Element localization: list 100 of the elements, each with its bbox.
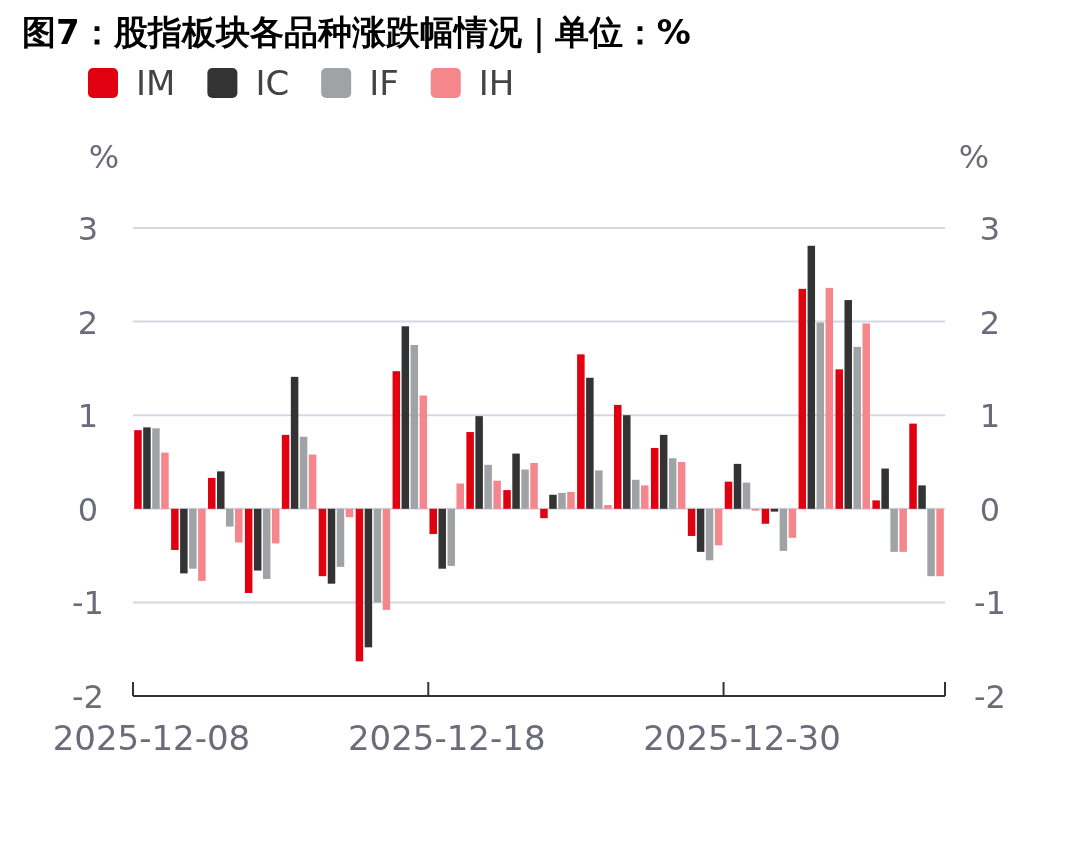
bar: [632, 479, 640, 509]
bar: [604, 505, 612, 509]
y-tick-label: 2: [77, 303, 99, 342]
bar: [152, 428, 160, 509]
bar: [872, 500, 880, 509]
bar: [714, 508, 723, 546]
bar: [308, 454, 317, 509]
bar: [733, 463, 742, 509]
bar: [623, 415, 631, 509]
bar: [881, 468, 889, 509]
bar: [456, 483, 464, 509]
bar: [816, 322, 825, 509]
bar: [567, 491, 575, 509]
bar: [890, 508, 898, 552]
bar: [419, 395, 428, 509]
bar: [641, 485, 649, 509]
bar: [475, 416, 483, 509]
y-axis-title: %: [88, 138, 120, 176]
bar: [429, 508, 437, 535]
bar: [447, 508, 455, 566]
y2-axis-title: %: [958, 138, 990, 176]
bar: [410, 345, 419, 509]
bar: [659, 434, 668, 509]
bar: [253, 508, 262, 571]
y2-tick-label: 3: [979, 210, 1001, 248]
bar: [742, 482, 751, 509]
bar: [540, 508, 548, 519]
bar: [825, 287, 834, 509]
bar: [807, 245, 816, 509]
bar: [614, 404, 622, 509]
bar: [438, 508, 446, 569]
bar: [558, 492, 566, 509]
bar: [161, 452, 169, 509]
chart-title: 图7：股指板块各品种涨跌幅情况｜单位：%: [22, 12, 691, 54]
bar: [180, 508, 188, 574]
legend-label: IF: [369, 63, 399, 103]
bar: [705, 508, 714, 561]
bar: [143, 427, 151, 509]
x-tick-label: 2025-12-18: [347, 718, 546, 758]
bar: [244, 508, 253, 594]
y2-tick-label: 2: [979, 303, 1001, 342]
bar: [208, 477, 216, 509]
bar: [392, 371, 401, 509]
bar: [530, 462, 538, 509]
bar: [798, 288, 807, 509]
bar: [687, 508, 696, 536]
bar: [336, 508, 345, 567]
bar: [290, 376, 299, 509]
bar: [226, 508, 234, 527]
bar: [899, 508, 907, 552]
bar: [503, 490, 511, 509]
legend-label: IC: [255, 63, 290, 103]
y-tick-label: 0: [77, 490, 99, 529]
bar: [281, 434, 290, 509]
bar: [512, 453, 520, 509]
bar: [677, 462, 686, 509]
bar: [373, 508, 382, 603]
bar: [493, 480, 501, 509]
bar: [134, 430, 142, 509]
bar: [189, 508, 197, 569]
bar: [262, 508, 271, 579]
bar: [909, 423, 917, 509]
y-tick-label: 1: [77, 397, 99, 436]
bar: [770, 508, 779, 512]
bar: [484, 464, 492, 509]
y-tick-label: -1: [72, 584, 104, 623]
bar: [318, 508, 327, 577]
y-tick-label: -2: [72, 678, 104, 716]
bar: [299, 436, 308, 509]
y-tick-label: 3: [77, 210, 99, 248]
bar: [918, 485, 926, 509]
bar: [595, 470, 603, 509]
x-tick-label: 2025-12-08: [52, 718, 251, 758]
bar: [364, 508, 373, 648]
bar: [927, 508, 935, 577]
y2-tick-label: -2: [974, 678, 1006, 716]
bar: [401, 326, 410, 509]
y2-tick-label: 1: [979, 397, 1001, 436]
bar: [696, 508, 705, 552]
x-tick-label: 2025-12-30: [643, 718, 841, 758]
legend-label: IH: [478, 63, 515, 103]
bar: [217, 471, 225, 509]
bar: [788, 508, 797, 538]
bar: [521, 469, 529, 509]
bar: [862, 323, 870, 509]
bar: [835, 369, 843, 509]
y2-tick-label: -1: [974, 584, 1006, 623]
bar: [355, 508, 364, 662]
bar: [936, 508, 944, 577]
bar: [668, 458, 677, 509]
bar: [327, 508, 336, 584]
y2-tick-label: 0: [979, 490, 1001, 529]
bar: [650, 447, 659, 509]
bar: [549, 494, 557, 509]
legend-label: IM: [136, 63, 176, 103]
bar: [844, 300, 852, 509]
bar: [198, 508, 206, 581]
bar: [235, 508, 243, 543]
bar: [853, 346, 861, 509]
bar: [382, 508, 391, 610]
